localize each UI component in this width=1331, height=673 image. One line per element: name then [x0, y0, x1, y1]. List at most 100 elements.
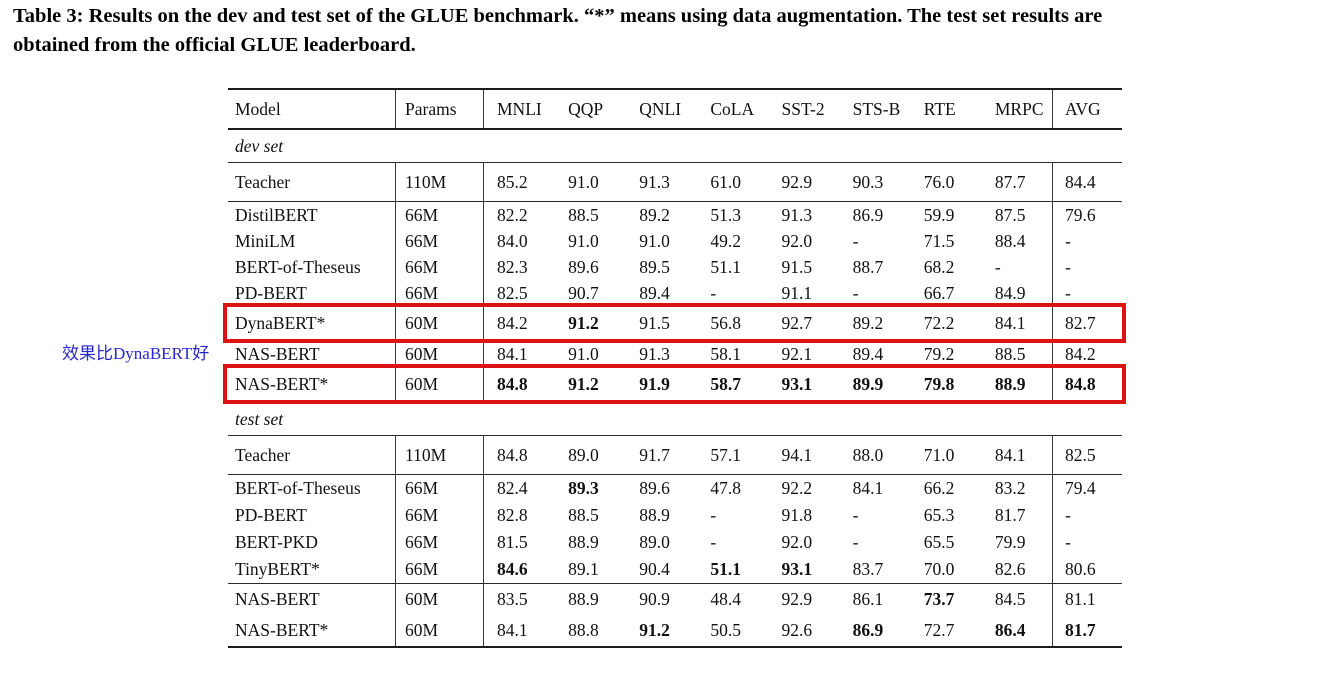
cell-qnli: 89.4: [639, 282, 670, 303]
column-header-mrpc: MRPC: [982, 90, 1053, 128]
cell-mrpc: 79.9: [982, 529, 1053, 556]
cell-avg: 84.4: [1065, 171, 1096, 192]
cell-sst-2: 91.3: [781, 204, 813, 225]
cell-params: 66M: [396, 280, 484, 306]
table-rule: [228, 128, 1122, 130]
cell-sst-2: 92.6: [781, 620, 813, 640]
cell-qqp: 89.1: [568, 559, 599, 579]
cell-sts-b: -: [852, 282, 859, 303]
cell-model: BERT-PKD: [228, 529, 396, 556]
cell-cola: -: [710, 505, 717, 525]
cell-mnli: 84.8: [497, 373, 528, 394]
cell-params: 66M: [396, 475, 484, 502]
cell-qqp: 88.9: [568, 589, 599, 609]
cell-mnli: 84.6: [497, 559, 528, 579]
cell-qqp: 88.5: [568, 505, 599, 525]
cell-cola: 48.4: [710, 589, 741, 609]
cell-mnli: 83.5: [497, 589, 528, 609]
cell-sst-2: 92.2: [781, 478, 813, 498]
cell-rte: 71.5: [923, 230, 955, 251]
table-row-bert-of-theseus: BERT-of-Theseus 66M 82.4 89.3 89.6 47.8 92.2 84…: [228, 475, 1122, 502]
cell-params: 66M: [396, 556, 484, 583]
table-rule: [228, 646, 1122, 648]
table-row-tinybert-: TinyBERT* 66M 84.6 89.1 90.4 51.1 93.1 83.7 70.0…: [228, 556, 1122, 583]
cell-rte: 72.2: [923, 312, 955, 333]
cell-model: NAS-BERT*: [228, 367, 396, 401]
cell-model: PD-BERT: [228, 502, 396, 529]
table-row-minilm: MiniLM 66M 84.0 91.0 91.0 49.2 92.0-71.5 88.4-: [228, 228, 1122, 254]
cell-cola: 58.1: [710, 343, 741, 364]
column-header-rte: RTE: [923, 98, 956, 119]
cell-mrpc: 87.7: [982, 163, 1053, 201]
cell-rte: 71.0: [923, 444, 955, 465]
cell-avg: 79.6: [1065, 204, 1096, 225]
cell-params: 60M: [396, 367, 484, 401]
cell-sts-b: 83.7: [852, 559, 884, 579]
cell-mnli: 81.5: [497, 532, 528, 552]
cell-model: DynaBERT*: [228, 306, 396, 340]
table-rule: [228, 401, 1122, 403]
cell-cola: 51.1: [710, 256, 741, 277]
cell-mnli: 84.2: [497, 312, 528, 333]
cell-rte: 65.5: [923, 532, 955, 552]
table-row-bert-of-theseus: BERT-of-Theseus 66M 82.3 89.6 89.5 51.1 91.5 88…: [228, 254, 1122, 280]
cell-params: 110M: [396, 436, 484, 474]
cell-qqp: 88.8: [568, 620, 599, 640]
cell-sst-2: 92.9: [781, 589, 813, 609]
cell-cola: 61.0: [710, 171, 741, 192]
cell-qnli: 89.5: [639, 256, 670, 277]
cell-sts-b: 86.9: [852, 620, 884, 640]
column-header-avg: AVG: [1065, 98, 1101, 119]
cell-cola: -: [710, 532, 717, 552]
cell-avg: 79.4: [1065, 478, 1096, 498]
cell-rte: 73.7: [923, 589, 955, 609]
cell-mrpc: 84.1: [982, 436, 1053, 474]
cell-model: PD-BERT: [228, 280, 396, 306]
cell-qnli: 91.3: [639, 343, 670, 364]
cell-avg: 80.6: [1065, 559, 1096, 579]
cell-qnli: 91.2: [639, 620, 670, 640]
cell-params: 66M: [396, 228, 484, 254]
cell-model: Teacher: [228, 163, 396, 201]
cell-qqp: 88.5: [568, 204, 599, 225]
cell-cola: 56.8: [710, 312, 741, 333]
cell-mnli: 82.3: [497, 256, 528, 277]
cell-mnli: 82.2: [497, 204, 528, 225]
table-rule: [228, 88, 1122, 90]
table-rule: [228, 474, 1122, 475]
section-label: test set: [235, 408, 284, 429]
cell-rte: 70.0: [923, 559, 955, 579]
cell-cola: 51.1: [710, 559, 741, 579]
cell-sts-b: 84.1: [852, 478, 884, 498]
handwritten-annotation: 效果比DynaBERT好: [62, 344, 210, 363]
column-header-params: Params: [396, 90, 484, 128]
cell-qnli: 89.2: [639, 204, 670, 225]
cell-params: 60M: [396, 341, 484, 367]
cell-params: 66M: [396, 502, 484, 529]
column-header-sts-b: STS-B: [852, 98, 901, 119]
cell-model: NAS-BERT*: [228, 615, 396, 646]
table-header-row: Model Params MNLI QQP QNLI CoLA SST-2 STS-B RTE M…: [228, 90, 1122, 128]
cell-qqp: 91.0: [568, 343, 599, 364]
cell-mrpc: 84.9: [982, 280, 1053, 306]
cell-params: 66M: [396, 202, 484, 228]
cell-mrpc: 84.5: [982, 584, 1053, 615]
cell-mrpc: 83.2: [982, 475, 1053, 502]
cell-mrpc: 87.5: [982, 202, 1053, 228]
cell-model: DistilBERT: [228, 202, 396, 228]
cell-mnli: 84.1: [497, 620, 528, 640]
cell-sts-b: 89.9: [852, 373, 884, 394]
cell-model: NAS-BERT: [228, 341, 396, 367]
cell-rte: 68.2: [923, 256, 955, 277]
column-header-qqp: QQP: [568, 98, 604, 119]
cell-sts-b: 88.0: [852, 444, 884, 465]
cell-rte: 79.2: [923, 343, 955, 364]
cell-qqp: 90.7: [568, 282, 599, 303]
cell-sst-2: 92.7: [781, 312, 813, 333]
cell-rte: 76.0: [923, 171, 955, 192]
glue-table: Model Params MNLI QQP QNLI CoLA SST-2 STS-B RTE M…: [223, 88, 1126, 648]
cell-mrpc: 88.5: [982, 341, 1053, 367]
cell-qqp: 89.0: [568, 444, 599, 465]
cell-cola: 58.7: [710, 373, 741, 394]
cell-avg: 84.8: [1065, 373, 1096, 394]
